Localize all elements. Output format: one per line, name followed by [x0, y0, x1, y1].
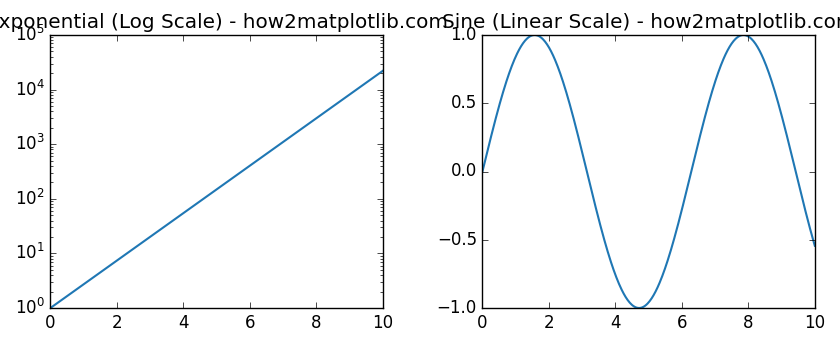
Title: Exponential (Log Scale) - how2matplotlib.com: Exponential (Log Scale) - how2matplotlib…	[0, 13, 448, 32]
Title: Sine (Linear Scale) - how2matplotlib.com: Sine (Linear Scale) - how2matplotlib.com	[442, 13, 840, 32]
